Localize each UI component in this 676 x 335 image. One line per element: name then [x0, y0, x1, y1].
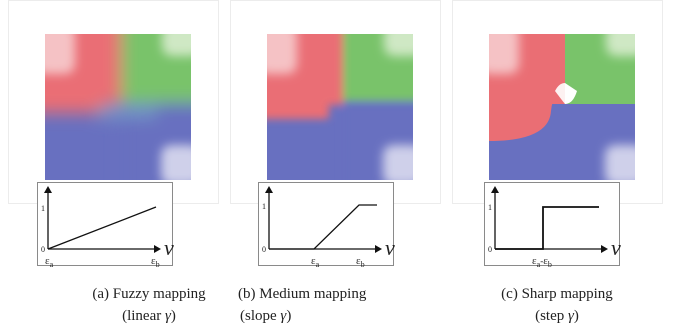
x-tick-epsilon-a: εa: [45, 255, 54, 269]
panel-b-image: [267, 34, 413, 180]
panel-a-plot: 1 0 εa εb ν: [37, 182, 174, 269]
x-tick-epsilon-b: εb: [151, 255, 160, 269]
x-tick-epsilon-b: εb: [356, 255, 365, 269]
x-tick-epsilon-a-b: εa-εb: [532, 255, 552, 269]
mapping-curve: [495, 206, 599, 250]
y-tick-1: 1: [41, 204, 45, 213]
y-axis-arrow: [491, 186, 499, 193]
panel-a-mapping-chart: 1 0 εa εb ν: [41, 186, 174, 269]
x-axis-arrow: [154, 245, 161, 253]
panel-b-plot: 1 0 εa εb ν: [258, 182, 395, 269]
mapping-curve: [269, 204, 377, 250]
y-axis-arrow: [44, 186, 52, 193]
x-axis-arrow: [375, 245, 382, 253]
panel-a-frame: [8, 0, 219, 204]
y-origin: 0: [488, 245, 492, 254]
panel-b-caption-title: (b) Medium mapping: [238, 286, 367, 302]
panel-a-caption-title: (a) Fuzzy mapping: [92, 286, 206, 302]
panel-c-frame: [452, 0, 663, 204]
panel-c-caption-title: (c) Sharp mapping: [501, 286, 613, 302]
x-axis-label: ν: [611, 235, 621, 260]
y-origin: 0: [41, 245, 45, 254]
y-tick-1: 1: [488, 203, 492, 212]
x-axis-arrow: [601, 245, 608, 253]
panel-a-caption-subtitle: (linear γ): [122, 308, 176, 324]
x-tick-epsilon-a: εa: [311, 255, 320, 269]
panel-c-mapping-chart: 1 0 εa-εb ν: [488, 186, 621, 269]
y-tick-1: 1: [262, 202, 266, 211]
x-axis-label: ν: [385, 235, 395, 260]
panel-b-mapping-chart: 1 0 εa εb ν: [262, 186, 395, 269]
y-axis-arrow: [265, 186, 273, 193]
panel-c-caption-subtitle: (step γ): [535, 308, 579, 324]
panel-c-plot: 1 0 εa-εb ν: [484, 182, 621, 269]
y-origin: 0: [262, 245, 266, 254]
mapping-curve: [47, 206, 157, 250]
x-axis-label: ν: [164, 235, 174, 260]
panel-b-caption: (b) Medium mapping (slope γ): [238, 283, 408, 327]
panel-b-caption-subtitle: (slope γ): [240, 308, 292, 324]
panel-a-image: [45, 34, 191, 180]
panel-b-frame: [230, 0, 441, 204]
panel-a-caption: (a) Fuzzy mapping (linear γ): [59, 283, 239, 327]
panel-c-image: [489, 34, 635, 180]
panel-c-caption: (c) Sharp mapping (step γ): [467, 283, 647, 327]
